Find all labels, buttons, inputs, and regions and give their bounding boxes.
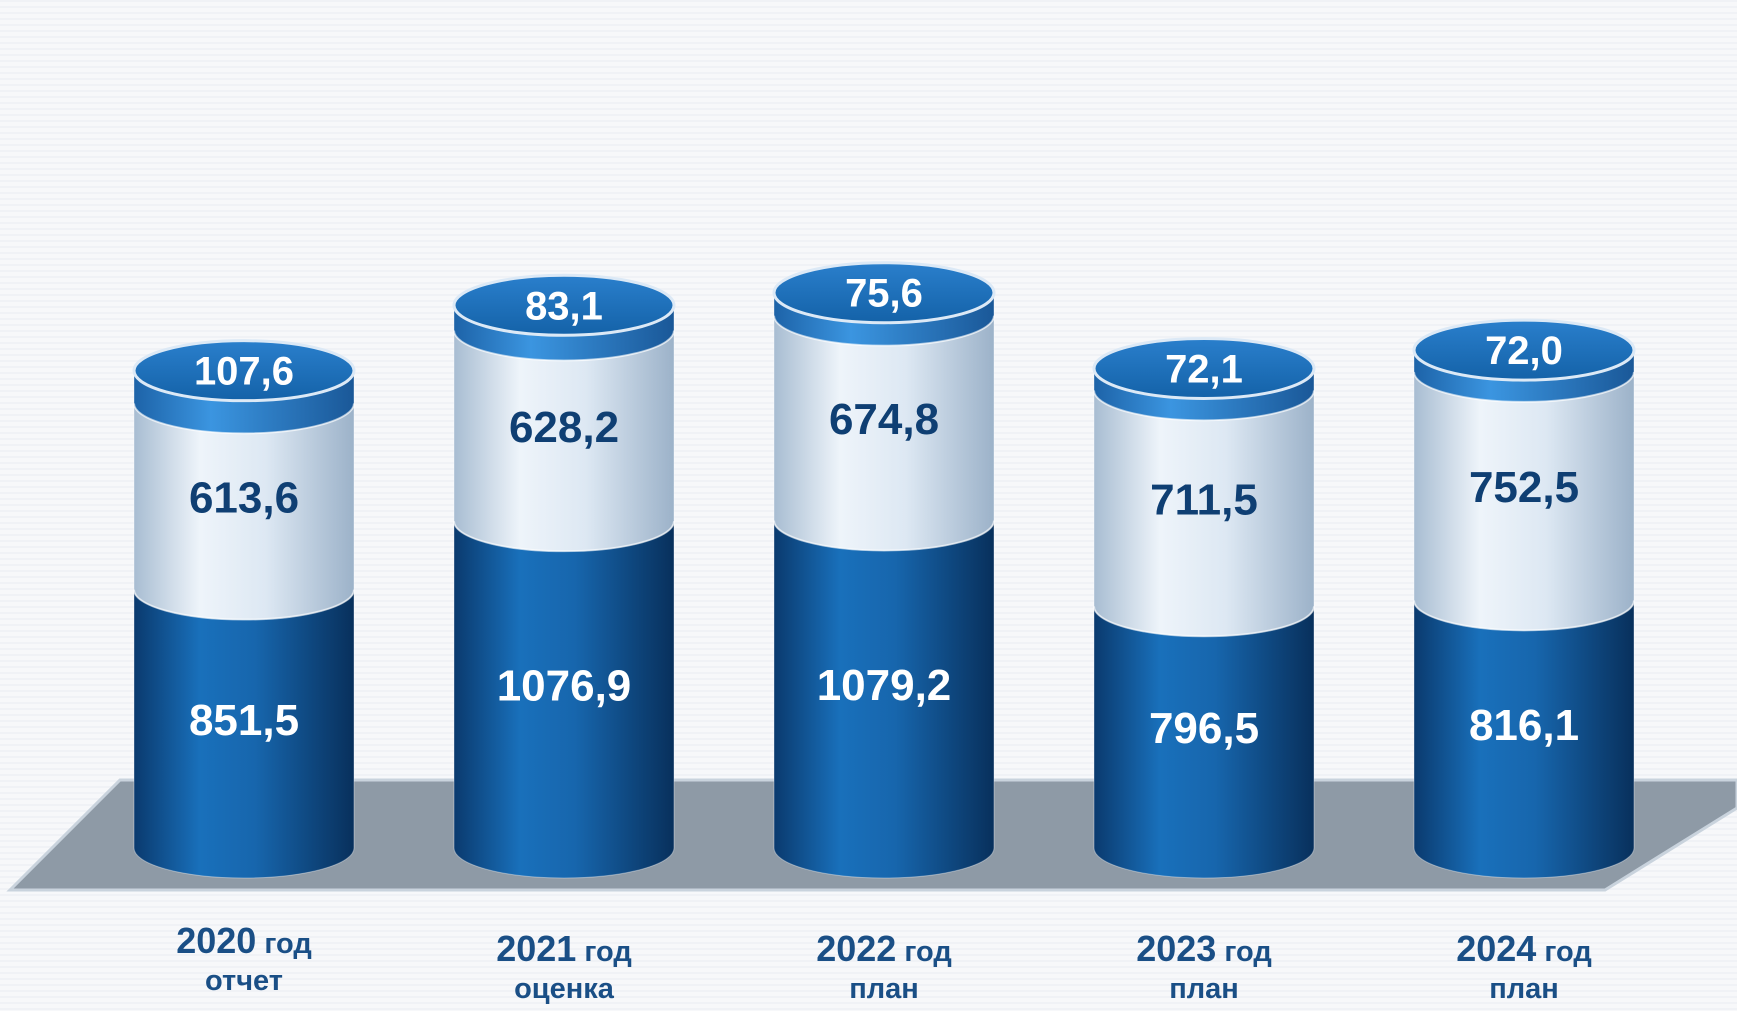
bar-column-2022: 1079,2 674,8 75,6 (772, 261, 996, 879)
data-label-2023-2: 72,1 (1165, 347, 1243, 391)
data-label-2024-1: 752,5 (1469, 463, 1579, 512)
data-label-2024-0: 816,1 (1469, 701, 1579, 750)
category-unit: год (1536, 936, 1592, 968)
data-label-2022-2: 75,6 (845, 272, 923, 316)
data-label-2022-1: 674,8 (829, 395, 939, 444)
data-label-2023-1: 711,5 (1150, 475, 1258, 524)
category-label-2021: 2021 год оценка (434, 926, 694, 1007)
category-year: 2020 (176, 920, 257, 961)
category-year: 2024 (1456, 928, 1537, 969)
data-label-2020-2: 107,6 (194, 350, 294, 394)
bar-cap-2020 (132, 339, 356, 403)
category-year: 2022 (816, 928, 897, 969)
category-unit: год (1216, 936, 1272, 968)
bar-column-2021: 1076,9 628,2 83,1 (452, 273, 676, 879)
data-label-2024-2: 72,0 (1485, 329, 1563, 373)
data-label-2021-0: 1076,9 (497, 662, 632, 711)
category-unit: год (896, 936, 952, 968)
category-unit: год (256, 928, 312, 960)
category-year: 2021 (496, 928, 577, 969)
category-label-2020: 2020 год отчет (114, 918, 374, 999)
data-label-2021-1: 628,2 (509, 403, 619, 452)
category-label-2023: 2023 год план (1074, 926, 1334, 1007)
bar-column-2020: 851,5 613,6 107,6 (132, 339, 356, 879)
data-label-2020-1: 613,6 (189, 473, 299, 522)
category-year: 2023 (1136, 928, 1217, 969)
bar-cap-2021 (452, 273, 676, 337)
bar-cap-2022 (772, 261, 996, 325)
category-unit: год (576, 936, 632, 968)
category-sub: оценка (514, 973, 614, 1005)
bar-cap-2023 (1092, 336, 1316, 400)
bar-column-2023: 796,5 711,5 72,1 (1092, 336, 1316, 879)
bar-cap-2024 (1412, 318, 1636, 382)
data-label-2020-0: 851,5 (189, 696, 299, 745)
category-sub: план (1169, 973, 1239, 1005)
category-sub: план (849, 973, 919, 1005)
data-label-2022-0: 1079,2 (817, 661, 952, 710)
category-sub: отчет (205, 965, 283, 997)
category-label-2024: 2024 год план (1394, 926, 1654, 1007)
data-label-2023-0: 796,5 (1149, 704, 1259, 753)
data-label-2021-2: 83,1 (525, 284, 603, 328)
category-sub: план (1489, 973, 1559, 1005)
bar-column-2024: 816,1 752,5 72,0 (1412, 318, 1636, 879)
category-label-2022: 2022 год план (754, 926, 1014, 1007)
